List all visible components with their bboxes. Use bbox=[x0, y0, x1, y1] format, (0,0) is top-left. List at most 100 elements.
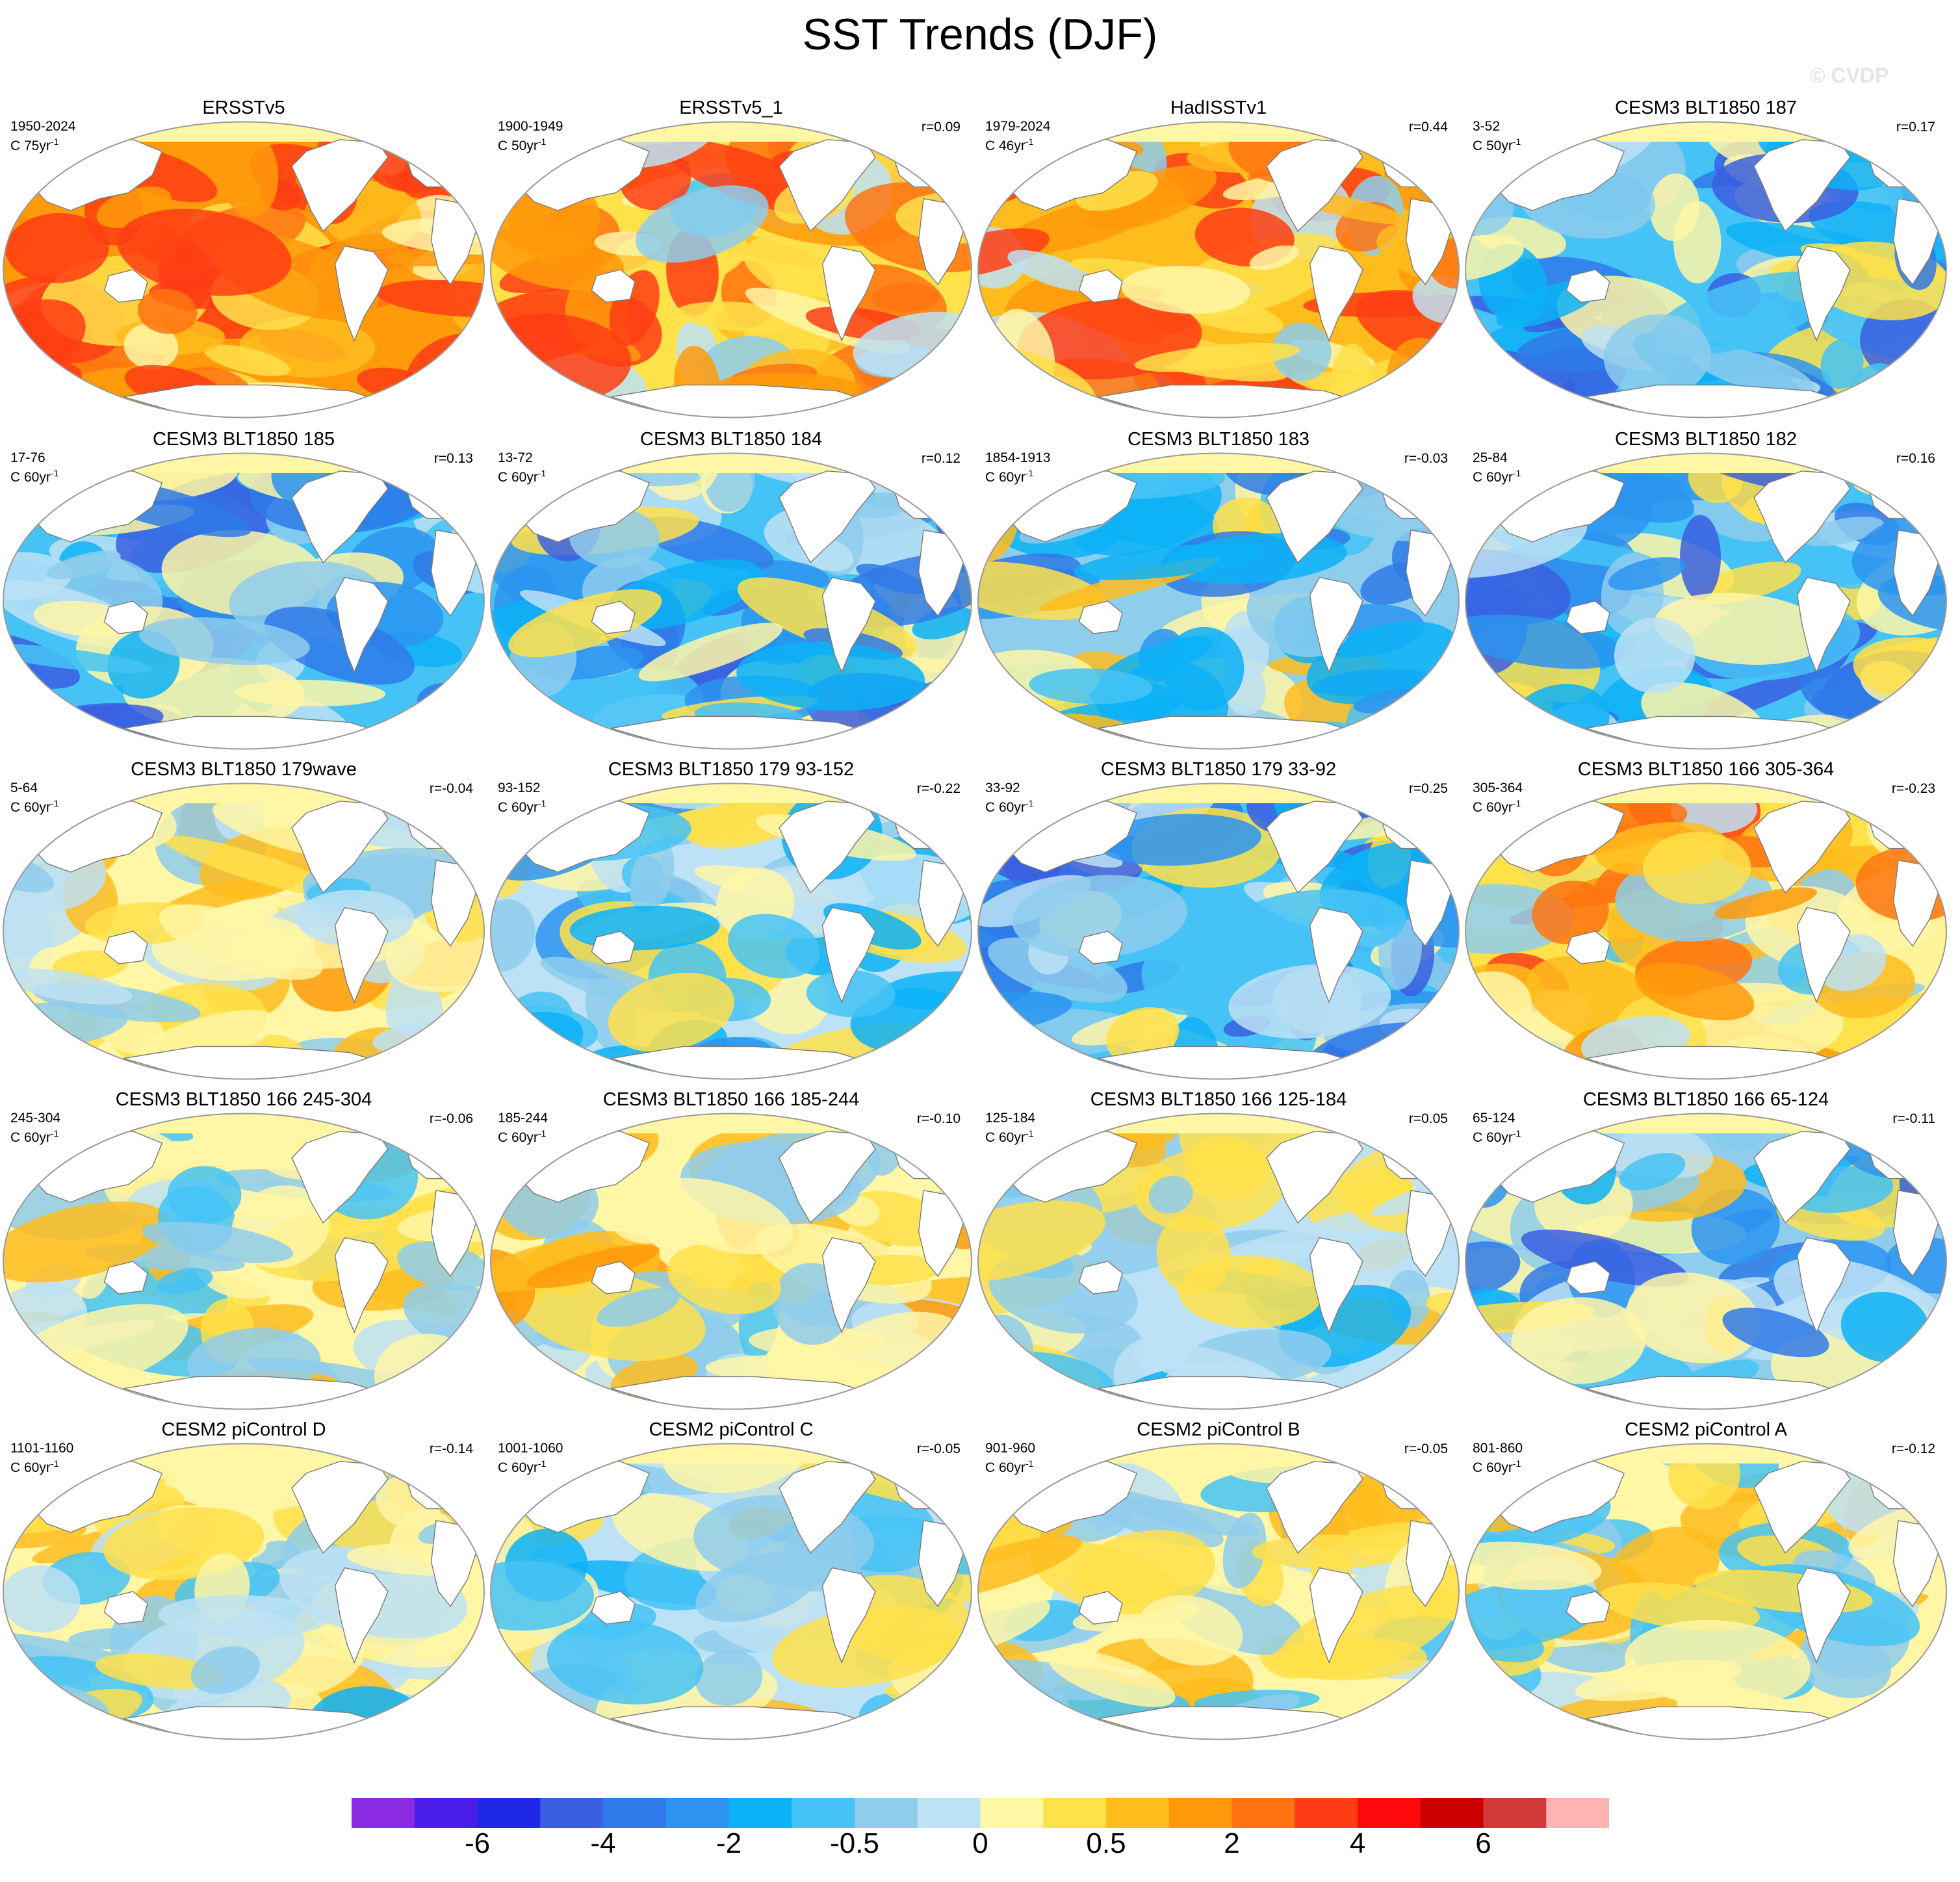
sst-anomaly-blob bbox=[381, 1050, 452, 1076]
sst-trend-map bbox=[3, 1443, 485, 1740]
watermark: © CVDP bbox=[1810, 64, 1889, 87]
sst-anomaly-blob bbox=[1014, 1114, 1056, 1160]
sst-anomaly-blob bbox=[3, 643, 152, 673]
sst-anomaly-blob bbox=[264, 606, 415, 685]
arctic-band bbox=[3, 453, 484, 473]
map-panel: CESM2 piControl C 1001-1060 C 60yr-1 r=-0.0… bbox=[487, 1419, 975, 1744]
panel-units: C 50yr-1 bbox=[1473, 136, 1521, 153]
sst-anomaly-blob bbox=[1820, 339, 1864, 389]
sst-anomaly-blob bbox=[6, 1369, 62, 1410]
sst-trend-map bbox=[977, 452, 1460, 750]
colorbar-swatch bbox=[1295, 1798, 1358, 1828]
map-panel: ERSSTv5_1 1900-1949 C 50yr-1 r=0.09 bbox=[487, 97, 975, 422]
arctic-band bbox=[491, 1113, 972, 1133]
sst-anomaly-blob bbox=[1614, 617, 1696, 693]
landmass bbox=[103, 1261, 148, 1295]
sst-anomaly-blob bbox=[1073, 543, 1265, 580]
sst-anomaly-blob bbox=[547, 1619, 704, 1705]
sst-trend-map bbox=[1465, 121, 1947, 419]
panel-correlation: r=0.09 bbox=[921, 120, 961, 135]
sst-anomaly-blob bbox=[1338, 1443, 1410, 1465]
panel-correlation: r=-0.23 bbox=[1891, 781, 1935, 796]
map-panel: CESM2 piControl A 801-860 C 60yr-1 r=-0.12 bbox=[1462, 1419, 1950, 1744]
panel-units: C 60yr-1 bbox=[498, 1458, 547, 1475]
sst-anomaly-blob bbox=[1469, 783, 1528, 812]
colorbar-tick-label: 2 bbox=[1224, 1827, 1240, 1859]
map-panel: CESM3 BLT1850 166 125-184 125-184 C 60yr-1… bbox=[975, 1089, 1462, 1414]
sst-anomaly-blob bbox=[1465, 884, 1575, 955]
sst-anomaly-blob bbox=[636, 185, 769, 263]
map-border bbox=[977, 121, 1460, 419]
sst-anomaly-blob bbox=[1801, 516, 1884, 547]
landmass bbox=[1796, 245, 1851, 342]
landmass bbox=[103, 600, 148, 634]
arctic-band bbox=[978, 1443, 1459, 1463]
landmass bbox=[821, 907, 876, 1004]
sst-anomaly-blob bbox=[1643, 832, 1751, 904]
sst-anomaly-blob bbox=[871, 283, 940, 313]
sst-anomaly-blob bbox=[1603, 314, 1711, 398]
sst-anomaly-blob bbox=[491, 1707, 583, 1740]
sst-anomaly-blob bbox=[142, 1221, 294, 1263]
panel-units: C 60yr-1 bbox=[985, 798, 1034, 815]
colorbar-tick-label: -0.5 bbox=[830, 1827, 879, 1859]
colorbar-swatch bbox=[540, 1798, 604, 1828]
landmass bbox=[334, 907, 389, 1004]
sst-anomaly-blob bbox=[1627, 1272, 1760, 1363]
sst-trend-map bbox=[977, 1443, 1460, 1740]
sst-anomaly-blob bbox=[1228, 964, 1391, 1039]
sst-anomaly-blob bbox=[1422, 1443, 1459, 1471]
sst-anomaly-blob bbox=[159, 904, 323, 980]
colorbar-swatch bbox=[792, 1798, 855, 1828]
landmass bbox=[1309, 1237, 1363, 1334]
colorbar-swatch bbox=[352, 1798, 415, 1828]
sst-anomaly-blob bbox=[158, 1595, 330, 1638]
panel-title: CESM3 BLT1850 179 33-92 bbox=[1100, 759, 1337, 780]
panel-years: 901-960 bbox=[985, 1441, 1036, 1456]
panel-correlation: r=-0.10 bbox=[916, 1111, 961, 1126]
panel-years: 1979-2024 bbox=[985, 119, 1051, 134]
colorbar-swatch bbox=[1106, 1798, 1170, 1828]
sst-anomaly-blob bbox=[439, 783, 484, 816]
landmass bbox=[1078, 931, 1123, 964]
sst-trend-map bbox=[3, 121, 485, 419]
landmass bbox=[1796, 907, 1851, 1004]
map-border bbox=[490, 1443, 972, 1740]
sst-anomaly-blob bbox=[1029, 668, 1153, 704]
sst-anomaly-blob bbox=[1465, 387, 1558, 418]
map-border bbox=[977, 1113, 1460, 1410]
arctic-band bbox=[1465, 783, 1946, 803]
colorbar-swatch bbox=[1483, 1798, 1547, 1828]
landmass bbox=[1309, 245, 1363, 342]
panel-units: C 75yr-1 bbox=[10, 136, 59, 153]
landmass bbox=[1566, 1591, 1610, 1625]
sst-anomaly-blob bbox=[164, 1454, 320, 1490]
landmass bbox=[1309, 576, 1363, 674]
arctic-band bbox=[1465, 1443, 1946, 1463]
panel-title: CESM3 BLT1850 166 305-364 bbox=[1577, 759, 1835, 780]
sst-anomaly-blob bbox=[1249, 245, 1299, 270]
sst-anomaly-blob bbox=[879, 122, 966, 150]
landmass bbox=[1566, 931, 1610, 964]
sst-anomaly-blob bbox=[1465, 1241, 1521, 1296]
colorbar-swatch bbox=[1231, 1798, 1295, 1828]
sst-anomaly-blob bbox=[1465, 549, 1571, 625]
colorbar-swatch bbox=[980, 1798, 1044, 1828]
landmass bbox=[1796, 1237, 1851, 1334]
colorbar-tick-label: -6 bbox=[464, 1827, 491, 1859]
map-border bbox=[1465, 782, 1947, 1080]
landmass bbox=[1566, 600, 1610, 634]
panel-years: 1101-1160 bbox=[10, 1441, 74, 1456]
panel-years: 1854-1913 bbox=[985, 450, 1051, 465]
colorbar-tick-label: 0.5 bbox=[1086, 1827, 1126, 1859]
map-panel: CESM3 BLT1850 185 17-76 C 60yr-1 r=0.13 bbox=[0, 429, 487, 754]
map-panel: CESM2 piControl B 901-960 C 60yr-1 r=-0.05 bbox=[975, 1419, 1462, 1744]
panel-units: C 60yr-1 bbox=[985, 1458, 1034, 1475]
panel-title: CESM2 piControl A bbox=[1625, 1419, 1787, 1440]
panel-correlation: r=-0.05 bbox=[1404, 1441, 1448, 1456]
map-panel: CESM2 piControl D 1101-1160 C 60yr-1 r=-0.1… bbox=[0, 1419, 487, 1744]
sst-anomaly-blob bbox=[1465, 1541, 1602, 1590]
panel-units: C 60yr-1 bbox=[1473, 1458, 1521, 1475]
panel-years: 245-304 bbox=[10, 1111, 61, 1126]
panel-correlation: r=-0.06 bbox=[429, 1111, 473, 1126]
